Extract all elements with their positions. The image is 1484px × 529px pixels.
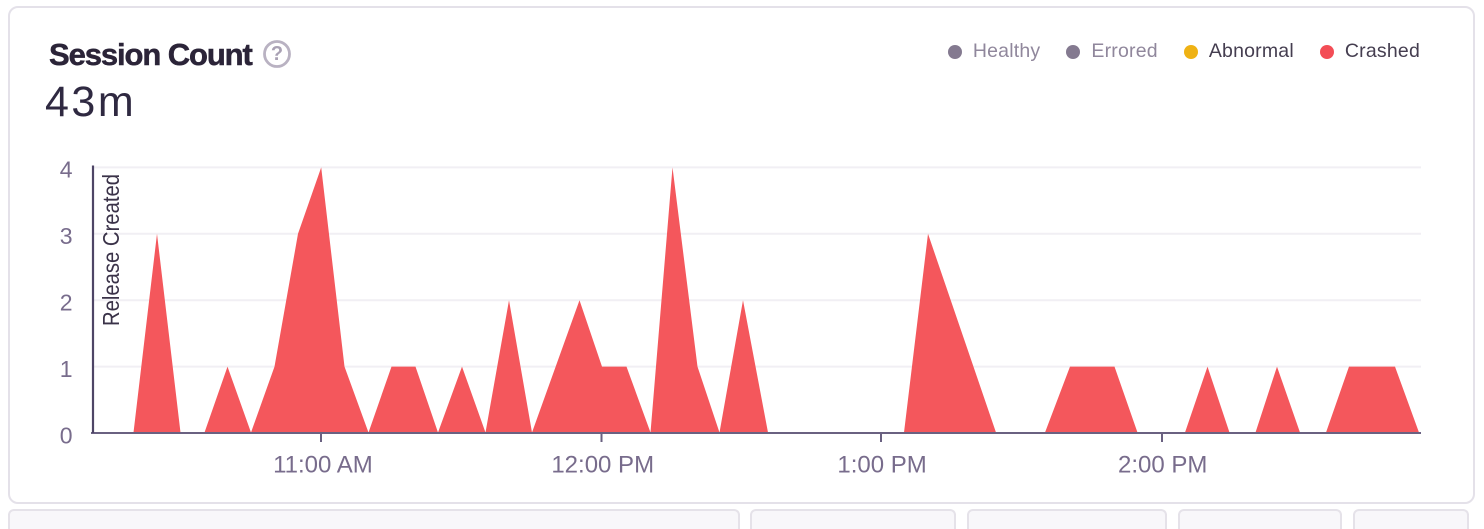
svg-text:?: ? <box>271 43 283 65</box>
svg-text:12:00 PM: 12:00 PM <box>551 452 654 479</box>
svg-text:4: 4 <box>60 157 73 183</box>
svg-text:Release Created: Release Created <box>98 174 124 326</box>
svg-text:2:00 PM: 2:00 PM <box>1118 452 1207 479</box>
svg-text:1: 1 <box>60 356 73 382</box>
svg-text:3: 3 <box>60 223 73 249</box>
svg-text:11:00 AM: 11:00 AM <box>273 452 373 479</box>
svg-text:0: 0 <box>60 423 73 449</box>
svg-text:2: 2 <box>60 290 73 316</box>
svg-text:1:00 PM: 1:00 PM <box>837 452 926 479</box>
